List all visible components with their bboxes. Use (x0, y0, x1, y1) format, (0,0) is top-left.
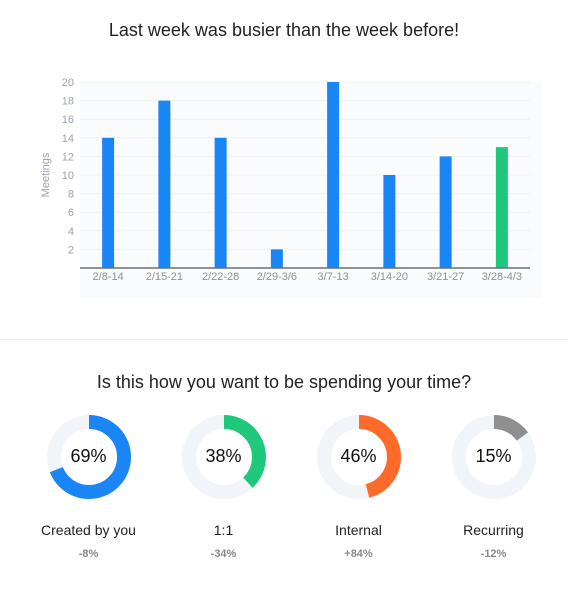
donut-card-internal[interactable]: 46% Internal +84% (291, 412, 426, 572)
bar-3/21-27 (439, 156, 452, 268)
donut-arc (451, 415, 536, 499)
donut-card-created-by-you[interactable]: 69% Created by you -8% (21, 412, 156, 572)
donut-arc (316, 415, 401, 499)
bar-2/15-21 (158, 100, 171, 268)
y-tick-label: 2 (68, 244, 74, 256)
chart-plot-bg (80, 82, 542, 298)
bar-2/22-28 (214, 137, 227, 268)
bar-2/29-3/6 (270, 249, 283, 268)
donut-card-one-on-one[interactable]: 38% 1:1 -34% (156, 412, 291, 572)
x-tick-label: 2/22-28 (202, 271, 239, 283)
chart-title: Last week was busier than the week befor… (108, 20, 460, 40)
donut-change: +84% (344, 548, 373, 560)
y-tick-label: 12 (62, 151, 74, 163)
donut-percent: 46% (340, 446, 377, 466)
donut-arc (46, 415, 131, 499)
x-tick-label: 2/8-14 (93, 271, 124, 283)
y-tick-label: 14 (62, 133, 74, 145)
y-tick-label: 10 (62, 170, 74, 182)
y-axis-label: Meetings (40, 152, 52, 197)
bar-3/28-4/3 (495, 147, 508, 268)
donut-recurring (451, 415, 536, 499)
bar-3/7-13 (327, 82, 340, 268)
y-tick-label: 20 (62, 77, 74, 89)
donut-label: Internal (335, 522, 382, 538)
donut-change: -34% (210, 548, 237, 560)
donut-arc (181, 415, 266, 499)
section-divider (0, 339, 568, 340)
meetings-bar-chart: 2 4 6 8 10 12 14 16 18 20 Meetings 2/8-14 2/15-21 2/2… (0, 70, 568, 300)
x-tick-label: 3/21-27 (427, 271, 464, 283)
y-tick-label: 16 (62, 114, 74, 126)
donut-created-by-you (46, 415, 131, 499)
x-tick-label: 2/29-3/6 (257, 271, 297, 283)
y-tick-label: 8 (68, 189, 74, 201)
donut-one-on-one (181, 415, 266, 499)
chart-svg: 2 4 6 8 10 12 14 16 18 20 Meetings 2/8-14 2/15-21 2/2… (40, 77, 542, 298)
donut-card-recurring[interactable]: 15% Recurring -12% (426, 412, 561, 572)
x-tick-label: 2/15-21 (146, 271, 183, 283)
donut-percent: 15% (475, 446, 512, 466)
x-tick-label: 3/7-13 (318, 271, 349, 283)
bar-2/8-14 (102, 137, 115, 268)
y-tick-label: 6 (68, 207, 74, 219)
bar-3/14-20 (383, 175, 396, 268)
donut-row: 69% Created by you -8% 38% 1:1 -34% 46% … (0, 412, 568, 572)
donut-percent: 38% (205, 446, 242, 466)
donut-percent: 69% (70, 446, 107, 466)
time-section-title: Is this how you want to be spending your… (96, 372, 472, 392)
x-tick-label: 3/14-20 (371, 271, 408, 283)
x-tick-label: 3/28-4/3 (482, 271, 522, 283)
donut-internal (316, 415, 401, 499)
donut-label: Recurring (463, 522, 524, 538)
y-tick-label: 4 (68, 226, 74, 238)
donut-label: 1:1 (213, 522, 234, 538)
y-tick-label: 18 (62, 96, 74, 108)
donut-change: -12% (480, 548, 507, 560)
donut-change: -8% (78, 548, 99, 560)
donut-label: Created by you (41, 522, 136, 538)
